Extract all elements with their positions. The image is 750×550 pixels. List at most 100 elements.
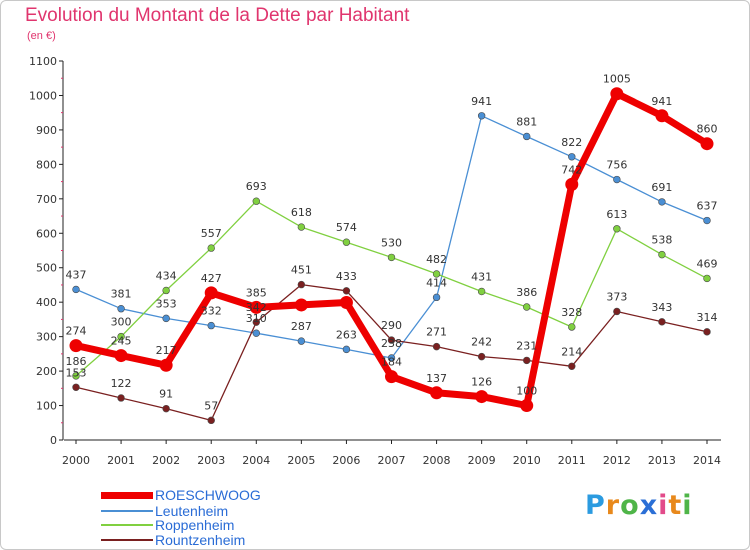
data-label-leutenheim-2001: 381 bbox=[111, 288, 132, 301]
data-point-roeschwoog-2010 bbox=[520, 399, 534, 413]
data-point-rountzenheim-2007 bbox=[387, 336, 396, 344]
x-tick-label-2010: 2010 bbox=[513, 454, 541, 467]
data-point-rountzenheim-2008 bbox=[432, 342, 441, 351]
x-tick-label-2013: 2013 bbox=[648, 454, 676, 467]
data-label-roppenheim-2012: 613 bbox=[606, 208, 627, 221]
proxiti-logo: Proxiti bbox=[585, 490, 693, 521]
data-label-roppenheim-2004: 693 bbox=[246, 180, 267, 193]
legend-swatch-leutenheim bbox=[101, 510, 153, 512]
data-point-rountzenheim-2010 bbox=[523, 356, 531, 365]
data-label-leutenheim-2010: 881 bbox=[516, 115, 537, 128]
y-tick-label-600: 600 bbox=[36, 227, 57, 240]
x-tick-label-2000: 2000 bbox=[62, 454, 90, 467]
data-label-roeschwoog-2008: 137 bbox=[426, 372, 447, 385]
data-point-roppenheim-2011 bbox=[568, 323, 576, 331]
data-point-roeschwoog-2000 bbox=[69, 339, 83, 353]
data-point-roppenheim-2005 bbox=[297, 223, 306, 231]
data-point-roeschwoog-2013 bbox=[655, 109, 669, 123]
data-label-leutenheim-2002: 353 bbox=[156, 297, 177, 310]
legend-swatch-roppenheim bbox=[101, 524, 153, 526]
data-point-leutenheim-2000 bbox=[72, 285, 80, 294]
logo-letter-3: x bbox=[639, 490, 659, 521]
legend-label-roppenheim: Roppenheim bbox=[155, 517, 235, 533]
data-label-rountzenheim-2000: 153 bbox=[66, 366, 87, 379]
logo-letter-2: o bbox=[620, 490, 640, 521]
y-tick-label-900: 900 bbox=[36, 124, 57, 137]
data-label-roeschwoog-2013: 941 bbox=[651, 95, 672, 108]
data-label-roeschwoog-2003: 427 bbox=[201, 272, 222, 285]
data-point-roeschwoog-2007 bbox=[385, 370, 398, 384]
data-label-leutenheim-2007: 238 bbox=[381, 337, 402, 350]
data-label-rountzenheim-2009: 242 bbox=[471, 336, 492, 349]
data-point-leutenheim-2007 bbox=[387, 354, 396, 362]
data-point-leutenheim-2013 bbox=[658, 198, 666, 206]
y-tick-label-200: 200 bbox=[36, 365, 57, 378]
data-point-leutenheim-2014 bbox=[703, 216, 711, 225]
data-point-leutenheim-2012 bbox=[613, 175, 621, 184]
y-tick-label-0: 0 bbox=[50, 434, 57, 447]
x-tick-label-2005: 2005 bbox=[287, 454, 315, 467]
data-label-leutenheim-2005: 287 bbox=[291, 320, 312, 333]
data-point-leutenheim-2004 bbox=[252, 329, 260, 337]
x-tick-label-2011: 2011 bbox=[558, 454, 586, 467]
data-label-rountzenheim-2006: 433 bbox=[336, 270, 357, 283]
data-point-leutenheim-2011 bbox=[568, 153, 576, 161]
chart-unit-label: (en €) bbox=[27, 30, 56, 42]
legend-label-rountzenheim: Rountzenheim bbox=[155, 532, 246, 548]
data-point-rountzenheim-2014 bbox=[703, 328, 711, 336]
data-label-roeschwoog-2010: 100 bbox=[516, 385, 537, 398]
data-label-roppenheim-2007: 530 bbox=[381, 236, 402, 249]
chart-title: Evolution du Montant de la Dette par Hab… bbox=[25, 5, 410, 26]
y-tick-label-800: 800 bbox=[36, 158, 57, 171]
data-point-roeschwoog-2004 bbox=[249, 300, 263, 314]
x-tick-label-2007: 2007 bbox=[378, 454, 406, 467]
x-tick-label-2006: 2006 bbox=[332, 454, 360, 467]
data-label-roeschwoog-2007: 184 bbox=[381, 356, 402, 369]
data-label-rountzenheim-2005: 451 bbox=[291, 264, 312, 277]
y-tick-label-500: 500 bbox=[36, 262, 57, 275]
data-label-roppenheim-2003: 557 bbox=[201, 227, 222, 240]
data-point-roppenheim-2006 bbox=[342, 238, 351, 246]
data-label-roeschwoog-2011: 742 bbox=[561, 163, 582, 176]
data-point-roppenheim-2007 bbox=[387, 253, 396, 262]
data-label-rountzenheim-2007: 290 bbox=[381, 319, 402, 332]
data-point-roppenheim-2010 bbox=[523, 303, 531, 311]
data-point-leutenheim-2008 bbox=[432, 293, 441, 302]
data-point-leutenheim-2005 bbox=[297, 337, 306, 345]
data-point-roppenheim-2013 bbox=[658, 250, 666, 259]
data-label-roppenheim-2000: 186 bbox=[66, 355, 87, 368]
data-point-leutenheim-2006 bbox=[342, 345, 351, 354]
x-tick-label-2001: 2001 bbox=[107, 454, 135, 467]
data-point-roeschwoog-2003 bbox=[204, 286, 218, 300]
legend-label-roeschwoog: ROESCHWOOG bbox=[155, 487, 261, 503]
data-label-leutenheim-2008: 414 bbox=[426, 276, 447, 289]
data-label-leutenheim-2012: 756 bbox=[606, 159, 627, 172]
data-label-roeschwoog-2001: 245 bbox=[111, 335, 132, 348]
data-point-rountzenheim-2003 bbox=[207, 416, 215, 425]
legend-label-leutenheim: Leutenheim bbox=[155, 503, 229, 519]
data-point-roeschwoog-2001 bbox=[114, 349, 128, 363]
data-label-rountzenheim-2011: 214 bbox=[561, 345, 582, 358]
data-label-leutenheim-2014: 637 bbox=[697, 200, 718, 213]
data-label-rountzenheim-2002: 91 bbox=[159, 388, 173, 401]
data-point-rountzenheim-2013 bbox=[658, 318, 666, 326]
data-label-roeschwoog-2000: 274 bbox=[66, 325, 87, 338]
x-tick-label-2014: 2014 bbox=[693, 454, 721, 467]
data-point-roeschwoog-2009 bbox=[475, 390, 489, 404]
legend-swatch-roeschwoog bbox=[101, 492, 153, 499]
x-tick-label-2003: 2003 bbox=[197, 454, 225, 467]
data-label-rountzenheim-2014: 314 bbox=[697, 311, 718, 324]
data-point-roppenheim-2003 bbox=[207, 244, 215, 252]
data-point-rountzenheim-2012 bbox=[613, 307, 621, 316]
y-tick-label-400: 400 bbox=[36, 296, 57, 309]
data-point-leutenheim-2010 bbox=[523, 132, 531, 141]
data-point-roppenheim-2004 bbox=[252, 197, 260, 205]
x-tick-label-2008: 2008 bbox=[423, 454, 451, 467]
y-tick-label-300: 300 bbox=[36, 331, 57, 344]
data-point-roeschwoog-2008 bbox=[430, 386, 444, 400]
data-point-roppenheim-2009 bbox=[477, 287, 486, 296]
logo-letter-4: i bbox=[658, 490, 669, 521]
data-point-roppenheim-2000 bbox=[72, 372, 80, 380]
data-point-roppenheim-2014 bbox=[703, 274, 711, 283]
data-label-roppenheim-2005: 618 bbox=[291, 206, 312, 219]
